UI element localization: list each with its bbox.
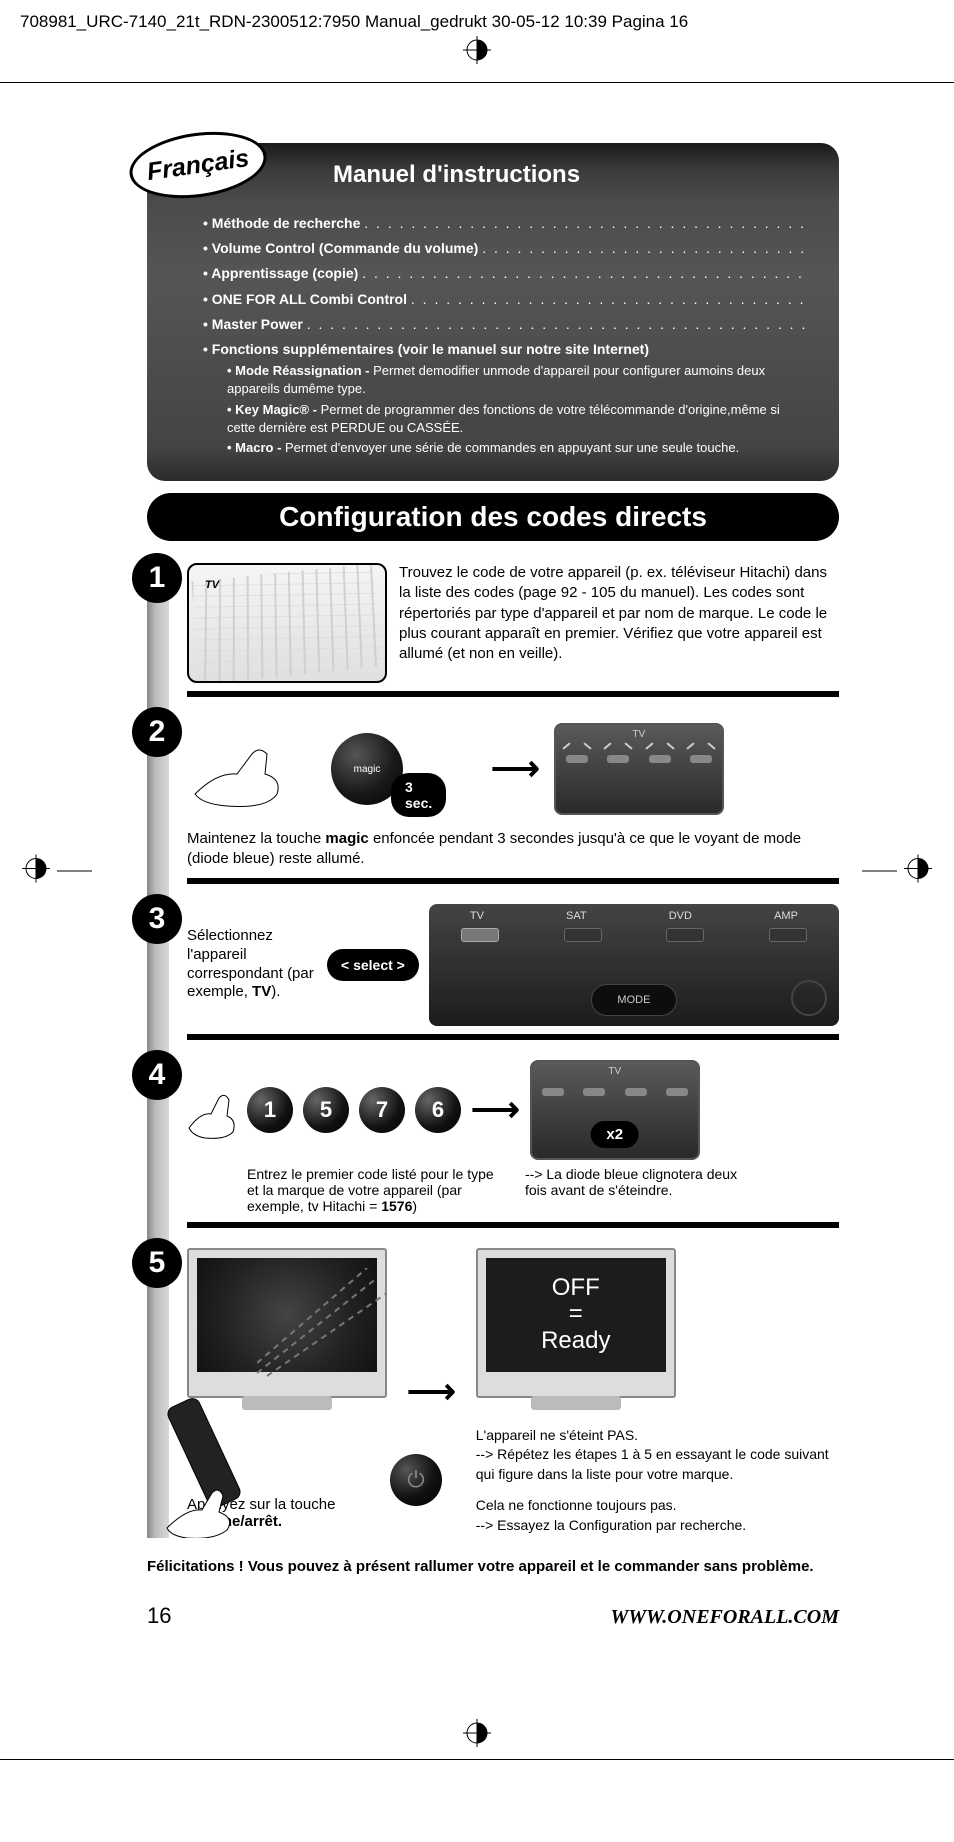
x2-badge: x2 — [590, 1121, 639, 1148]
toc-subitem: • Macro - Permet d'envoyer une série de … — [203, 439, 809, 457]
arrow-icon: ⟶ — [471, 1090, 520, 1130]
digit-button-icon: 5 — [303, 1087, 349, 1133]
mode-button-icon: MODE — [591, 984, 677, 1016]
step-2-text: Maintenez la touche magic enfoncée penda… — [187, 829, 839, 870]
arrow-icon: ⟶ — [407, 1372, 456, 1412]
step-number-badge: 2 — [132, 707, 182, 757]
remote-blink-illustration: TV x2 — [530, 1060, 700, 1160]
step-4-text-right: --> La diode bleue clignotera deux fois … — [525, 1166, 755, 1198]
toc-banner: Français Manuel d'instructions • Méthode… — [147, 143, 839, 481]
toc-item: • Volume Control (Commande du volume) . … — [203, 236, 809, 261]
page-number: 16 — [147, 1603, 171, 1629]
registration-mark-bottom — [463, 1719, 491, 1747]
arrow-icon: ⟶ — [491, 749, 540, 789]
step-number-badge: 1 — [132, 553, 182, 603]
digit-button-icon: 7 — [359, 1087, 405, 1133]
step-number-badge: 3 — [132, 894, 182, 944]
step-1: 1 TV Trouvez le code de votre appareil (… — [187, 557, 839, 711]
step-4-text-left: Entrez le premier code listé pour le typ… — [247, 1166, 507, 1214]
step-2: 2 magic 3 sec. ⟶ TV Maintenez la touche … — [187, 711, 839, 898]
remote-led-illustration: TV — [554, 723, 724, 815]
toc-item: • Apprentissage (copie) . . . . . . . . … — [203, 261, 809, 286]
remote-point-illustration — [157, 1378, 277, 1538]
banner-title: Manuel d'instructions — [333, 161, 809, 189]
step-5-text-right: L'appareil ne s'éteint PAS. --> Répétez … — [476, 1426, 839, 1536]
steps-container: 1 TV Trouvez le code de votre appareil (… — [147, 557, 839, 1543]
step-5: 5 — [187, 1242, 839, 1544]
toc-item: • Méthode de recherche . . . . . . . . .… — [203, 211, 809, 236]
select-badge: < select > — [327, 949, 419, 981]
congratulations-text: Félicitations ! Vous pouvez à présent ra… — [147, 1558, 839, 1575]
toc-item: • ONE FOR ALL Combi Control . . . . . . … — [203, 287, 809, 312]
toc-subitem: • Key Magic® - Permet de programmer des … — [203, 401, 809, 437]
toc-subitem: • Mode Réassignation - Permet demodifier… — [203, 362, 809, 398]
power-button-icon: ⏻ — [390, 1454, 442, 1506]
section-title-bar: Configuration des codes directs — [147, 493, 839, 541]
digit-button-icon: 6 — [415, 1087, 461, 1133]
crop-line — [0, 1759, 954, 1760]
registration-mark-left — [22, 854, 50, 887]
printer-meta-line: 708981_URC-7140_21t_RDN-2300512:7950 Man… — [0, 0, 954, 32]
page-body: Français Manuel d'instructions • Méthode… — [0, 83, 954, 1659]
digit-button-icon: 1 — [247, 1087, 293, 1133]
hand-icon — [187, 1080, 237, 1140]
step-number-badge: 4 — [132, 1050, 182, 1100]
registration-mark-top — [463, 36, 491, 64]
remote-mode-illustration: TV SAT DVD AMP MODE — [429, 904, 839, 1026]
ir-lines-icon — [257, 1268, 387, 1378]
duration-badge: 3 sec. — [391, 773, 446, 817]
step-number-badge: 5 — [132, 1238, 182, 1288]
tv-off-illustration: OFF = Ready — [476, 1248, 676, 1398]
registration-mark-right — [904, 854, 932, 887]
step-3: 3 Sélectionnez l'appareil correspondant … — [187, 898, 839, 1054]
website-url: WWW.ONEFORALL.COM — [610, 1606, 839, 1629]
step-4: 4 1 5 7 6 ⟶ TV x2 Entrez le premi — [187, 1054, 839, 1242]
tv-label: TV — [205, 579, 219, 591]
language-badge: Français — [125, 124, 271, 207]
page-footer: 16 WWW.ONEFORALL.COM — [147, 1603, 839, 1629]
step-3-text: Sélectionnez l'appareil correspondant (p… — [187, 927, 317, 1002]
toc-item: • Master Power . . . . . . . . . . . . .… — [203, 312, 809, 337]
hand-press-illustration — [187, 724, 317, 814]
step-1-text: Trouvez le code de votre appareil (p. ex… — [399, 563, 839, 664]
toc-item: • Fonctions supplémentaires (voir le man… — [203, 337, 809, 362]
code-list-illustration: TV — [187, 563, 387, 683]
